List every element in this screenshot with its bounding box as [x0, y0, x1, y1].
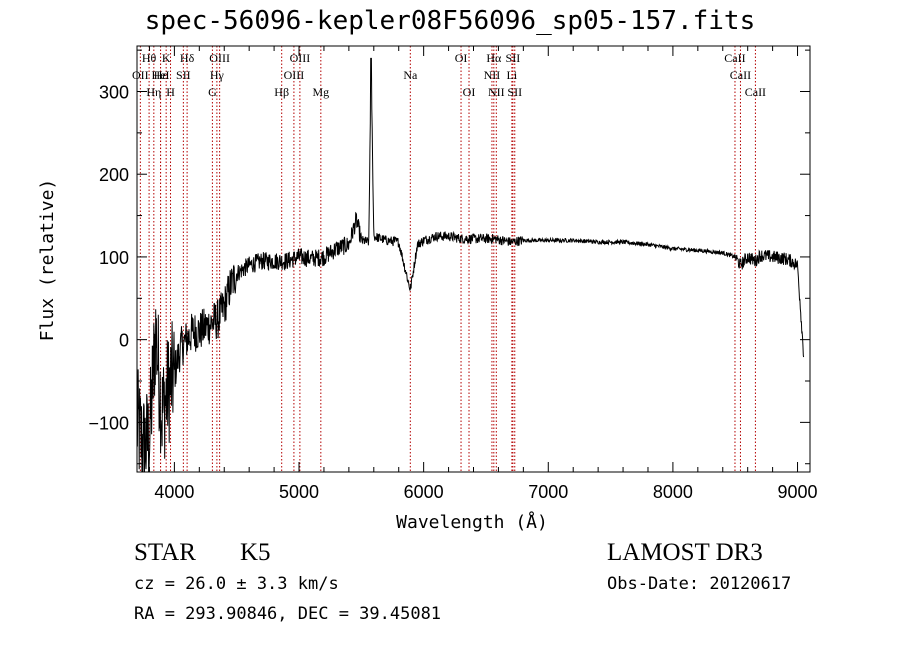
survey-name: LAMOST DR3 — [607, 539, 763, 566]
y-axis-ticks: −100 0 100 200 300 — [88, 49, 810, 465]
line-label-26: CaII — [730, 68, 751, 82]
x-axis-label: Wavelength (Å) — [396, 511, 548, 533]
y-tick-label-100: 100 — [99, 248, 129, 268]
line-label-19: Hα — [486, 51, 502, 65]
line-label-14: OIII — [284, 68, 305, 82]
x-tick-label-9000: 9000 — [778, 482, 818, 502]
line-label-13: OIII — [290, 51, 311, 65]
chart-title: spec-56096-kepler08F56096_sp05-157.fits — [144, 6, 756, 36]
line-label-23: Li — [507, 68, 518, 82]
line-label-8: SII — [176, 68, 191, 82]
object-subclass: K5 — [240, 539, 271, 566]
y-tick-label-200: 200 — [99, 165, 129, 185]
line-label-9: OIII — [209, 51, 230, 65]
x-tick-label-5000: 5000 — [279, 482, 319, 502]
obs-date: Obs-Date: 20120617 — [607, 574, 792, 594]
y-axis-label: Flux (relative) — [37, 179, 58, 342]
object-class: STAR — [134, 539, 196, 566]
y-tick-label-300: 300 — [99, 82, 129, 102]
line-label-27: CaII — [745, 85, 766, 99]
plot-frame — [136, 45, 811, 473]
spectrum-line — [136, 57, 805, 473]
redshift-readout: cz = 26.0 ± 3.3 km/s — [134, 574, 339, 594]
line-label-4: Hε — [154, 68, 168, 82]
line-label-16: Na — [403, 68, 418, 82]
line-label-10: Hγ — [210, 68, 225, 82]
x-tick-label-6000: 6000 — [404, 482, 444, 502]
line-label-15: Mg — [312, 85, 329, 99]
x-tick-label-7000: 7000 — [528, 482, 568, 502]
line-label-24: SII — [507, 85, 522, 99]
line-label-2: Hη — [146, 85, 161, 99]
line-label-3: K — [162, 51, 171, 65]
spectrum-series — [136, 57, 805, 473]
line-label-12: Hβ — [274, 85, 289, 99]
line-label-21: NII — [488, 85, 505, 99]
line-label-6: Hδ — [180, 51, 195, 65]
x-tick-label-8000: 8000 — [653, 482, 693, 502]
line-label-22: SII — [506, 51, 521, 65]
line-label-11: G — [208, 85, 217, 99]
line-label-0: Hθ — [142, 51, 157, 65]
line-label-25: CaII — [724, 51, 745, 65]
x-tick-label-4000: 4000 — [154, 482, 194, 502]
line-label-1: OII — [132, 68, 149, 82]
axes — [136, 45, 811, 473]
line-markers — [139, 46, 756, 472]
x-axis-ticks: 4000 5000 6000 7000 8000 9000 — [148, 46, 818, 502]
line-label-18: OI — [463, 85, 476, 99]
line-label-5: H — [166, 85, 175, 99]
line-label-17: OI — [455, 51, 468, 65]
coordinates: RA = 293.90846, DEC = 39.45081 — [134, 604, 442, 624]
y-tick-label--100: −100 — [88, 413, 129, 433]
line-label-7: HeI — [152, 68, 170, 82]
line-label-20: NII — [484, 68, 501, 82]
y-tick-label-0: 0 — [119, 331, 129, 351]
line-labels: Hθ OII Hη K Hε H Hδ HeI SII OIII Hγ G Hβ OIII OIII Mg Na… — [132, 51, 766, 99]
